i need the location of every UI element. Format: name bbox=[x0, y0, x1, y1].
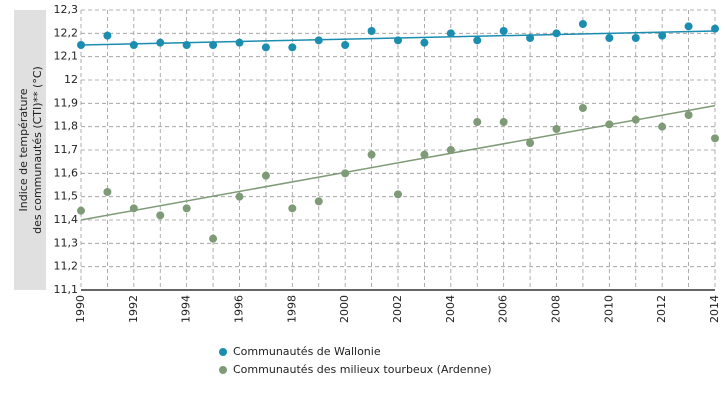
x-tick-label: 2002 bbox=[391, 295, 404, 323]
point bbox=[77, 206, 85, 215]
y-tick-label: 11,9 bbox=[54, 96, 79, 109]
point bbox=[420, 38, 429, 47]
point bbox=[605, 34, 614, 42]
point bbox=[367, 150, 376, 159]
point bbox=[605, 120, 614, 129]
point bbox=[658, 122, 667, 131]
point bbox=[552, 125, 561, 133]
point bbox=[711, 24, 719, 33]
y-label-band bbox=[14, 10, 46, 290]
x-tick-label: 2008 bbox=[550, 295, 563, 323]
y-tick-label: 11,5 bbox=[54, 190, 79, 203]
point bbox=[314, 36, 323, 45]
point bbox=[552, 29, 561, 38]
point bbox=[526, 139, 535, 147]
point bbox=[658, 31, 667, 40]
y-axis-label: des communautés (CTI)** (°C) bbox=[31, 66, 44, 234]
y-tick-label: 11,7 bbox=[54, 143, 79, 156]
point bbox=[526, 34, 535, 42]
point bbox=[261, 43, 270, 52]
point bbox=[341, 41, 350, 49]
y-tick-label: 11,3 bbox=[54, 236, 79, 249]
point bbox=[394, 36, 402, 45]
x-tick-label: 2014 bbox=[708, 295, 721, 323]
point bbox=[288, 43, 297, 52]
point bbox=[711, 134, 719, 143]
point bbox=[314, 197, 323, 206]
point bbox=[129, 41, 138, 49]
x-tick-label: 2004 bbox=[444, 295, 457, 323]
point bbox=[156, 211, 165, 220]
y-tick-label: 12,2 bbox=[54, 26, 79, 39]
y-tick-label: 12 bbox=[64, 73, 78, 86]
point bbox=[684, 22, 693, 31]
legend-marker bbox=[219, 348, 227, 356]
x-tick-label: 2012 bbox=[655, 295, 668, 323]
x-tick-label: 1998 bbox=[285, 295, 298, 323]
y-tick-label: 11,1 bbox=[54, 283, 79, 296]
point bbox=[103, 188, 112, 196]
point bbox=[156, 38, 165, 47]
point bbox=[446, 29, 455, 38]
point bbox=[367, 27, 376, 35]
x-tick-label: 1992 bbox=[127, 295, 140, 323]
y-tick-label: 12,1 bbox=[54, 50, 79, 63]
x-tick-label: 1990 bbox=[74, 295, 87, 323]
point bbox=[499, 27, 508, 35]
point bbox=[182, 41, 191, 49]
x-tick-label: 1994 bbox=[180, 295, 193, 323]
point bbox=[182, 204, 191, 213]
y-tick-label: 11,2 bbox=[54, 260, 79, 273]
x-tick-label: 2010 bbox=[602, 295, 615, 323]
x-tick-label: 2000 bbox=[338, 295, 351, 323]
legend-marker bbox=[219, 366, 227, 374]
y-tick-label: 11,8 bbox=[54, 120, 79, 133]
point bbox=[288, 204, 297, 213]
point bbox=[499, 118, 508, 126]
point bbox=[578, 20, 587, 28]
point bbox=[77, 41, 85, 49]
point bbox=[235, 38, 244, 47]
y-axis-label: Indice de température bbox=[17, 88, 30, 211]
point bbox=[261, 171, 270, 180]
point bbox=[235, 192, 244, 201]
y-tick-label: 12,3 bbox=[54, 3, 79, 16]
y-tick-label: 11,4 bbox=[54, 213, 79, 226]
point bbox=[420, 150, 429, 159]
point bbox=[446, 146, 455, 154]
point bbox=[103, 31, 112, 40]
point bbox=[578, 104, 587, 112]
x-tick-label: 1996 bbox=[233, 295, 246, 323]
point bbox=[341, 169, 350, 178]
point bbox=[684, 111, 693, 119]
x-tick-label: 2006 bbox=[497, 295, 510, 323]
point bbox=[129, 204, 138, 213]
point bbox=[209, 234, 218, 243]
point bbox=[394, 190, 402, 199]
point bbox=[473, 36, 482, 45]
point bbox=[631, 34, 640, 42]
legend-label: Communautés des milieux tourbeux (Ardenn… bbox=[233, 363, 492, 376]
point bbox=[209, 41, 218, 49]
legend-label: Communautés de Wallonie bbox=[233, 345, 381, 358]
point bbox=[473, 118, 482, 126]
y-tick-label: 11,6 bbox=[54, 166, 79, 179]
point bbox=[631, 115, 640, 124]
